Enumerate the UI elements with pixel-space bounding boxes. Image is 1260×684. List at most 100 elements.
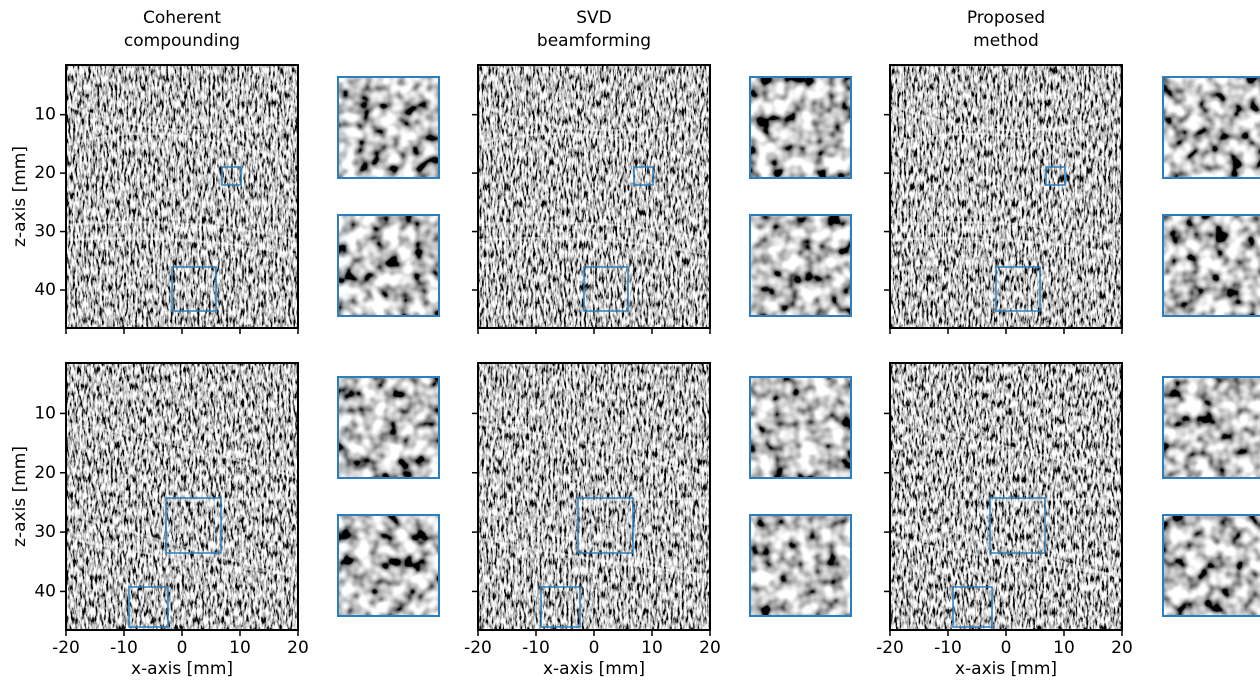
layer — [889, 511, 1123, 580]
layer — [889, 536, 1123, 577]
layer — [65, 536, 299, 577]
layer — [477, 511, 711, 580]
x-tick-label: -10 — [110, 638, 138, 658]
y-tick-label: 40 — [34, 280, 56, 300]
zoom-inset — [749, 514, 852, 617]
x-tick-label: -20 — [464, 638, 492, 658]
zoom-inset-border — [1162, 214, 1260, 317]
y-tick-label: 10 — [34, 403, 56, 423]
tissue-layers — [889, 103, 1123, 257]
zoom-inset — [337, 514, 440, 617]
layer — [65, 421, 299, 480]
layer — [65, 511, 299, 580]
zoom-box — [165, 497, 222, 554]
ultrasound-image — [478, 363, 710, 630]
column-title: SVD — [576, 8, 612, 28]
x-tick-label: 20 — [699, 638, 721, 658]
column-title: method — [973, 31, 1039, 51]
x-tick-label: 0 — [589, 638, 600, 658]
zoom-inset — [749, 76, 852, 179]
layer — [477, 536, 711, 577]
layer — [65, 220, 299, 242]
x-axis-label: x-axis [mm] — [543, 659, 645, 679]
x-tick-label: 0 — [1001, 638, 1012, 658]
zoom-inset — [1162, 214, 1260, 317]
zoom-inset — [1162, 376, 1260, 479]
x-tick-label: 20 — [287, 638, 309, 658]
ultrasound-image — [890, 65, 1122, 328]
layer — [477, 132, 711, 167]
zoom-box — [952, 586, 993, 628]
zoom-box — [540, 586, 581, 628]
x-axis-label: x-axis [mm] — [955, 659, 1057, 679]
y-tick-label: 30 — [34, 222, 56, 242]
zoom-inset-border — [749, 76, 852, 179]
layer — [65, 237, 299, 257]
zoom-inset-border — [1162, 376, 1260, 479]
x-tick-label: 0 — [177, 638, 188, 658]
zoom-inset — [337, 76, 440, 179]
tissue-layers — [477, 103, 711, 257]
y-tick-label: 20 — [34, 163, 56, 183]
layer — [65, 132, 299, 167]
column-title: Proposed — [967, 8, 1045, 28]
zoom-inset-border — [749, 376, 852, 479]
zoom-inset — [1162, 514, 1260, 617]
zoom-inset — [337, 214, 440, 317]
column-title: Coherent — [143, 8, 221, 28]
zoom-inset-border — [749, 214, 852, 317]
tissue-layers — [889, 421, 1123, 580]
x-tick-label: 10 — [1053, 638, 1075, 658]
x-tick-label: -10 — [934, 638, 962, 658]
zoom-inset — [749, 214, 852, 317]
zoom-inset-border — [1162, 76, 1260, 179]
y-axis-label: z-axis [mm] — [10, 446, 30, 547]
y-tick-label: 30 — [34, 522, 56, 542]
x-tick-label: -20 — [52, 638, 80, 658]
zoom-box — [583, 266, 629, 312]
zoom-box — [989, 497, 1046, 554]
tissue-layers — [65, 421, 299, 580]
tissue-layers — [65, 103, 299, 257]
zoom-inset-border — [337, 214, 440, 317]
layer — [889, 421, 1123, 480]
ultrasound-image — [66, 65, 298, 328]
layer — [989, 496, 1123, 503]
y-tick-label: 20 — [34, 463, 56, 483]
column-title: beamforming — [537, 31, 651, 51]
tissue-layers — [477, 421, 711, 580]
layer — [889, 237, 1123, 257]
zoom-inset-border — [337, 514, 440, 617]
ultrasound-image — [890, 363, 1122, 630]
layer — [577, 496, 711, 503]
y-axis-label: z-axis [mm] — [10, 146, 30, 247]
layer — [65, 103, 299, 132]
zoom-box — [128, 586, 169, 628]
zoom-box — [171, 266, 217, 312]
layer — [477, 103, 711, 132]
x-tick-label: 20 — [1111, 638, 1133, 658]
zoom-box — [221, 166, 242, 186]
layer — [889, 220, 1123, 242]
y-tick-label: 40 — [34, 581, 56, 601]
zoom-inset-border — [337, 376, 440, 479]
zoom-inset-border — [337, 76, 440, 179]
zoom-box — [995, 266, 1041, 312]
y-tick-label: 10 — [34, 105, 56, 125]
layer — [477, 220, 711, 242]
zoom-inset — [1162, 76, 1260, 179]
layer — [477, 237, 711, 257]
x-tick-label: 10 — [641, 638, 663, 658]
zoom-box — [633, 166, 654, 186]
column-title: compounding — [124, 31, 240, 51]
ultrasound-image — [66, 363, 298, 630]
zoom-inset — [749, 376, 852, 479]
x-tick-label: 10 — [229, 638, 251, 658]
zoom-inset-border — [749, 514, 852, 617]
ultrasound-image — [478, 65, 710, 328]
zoom-inset-border — [1162, 514, 1260, 617]
zoom-inset — [337, 376, 440, 479]
zoom-box — [1045, 166, 1066, 186]
layer — [165, 496, 299, 503]
